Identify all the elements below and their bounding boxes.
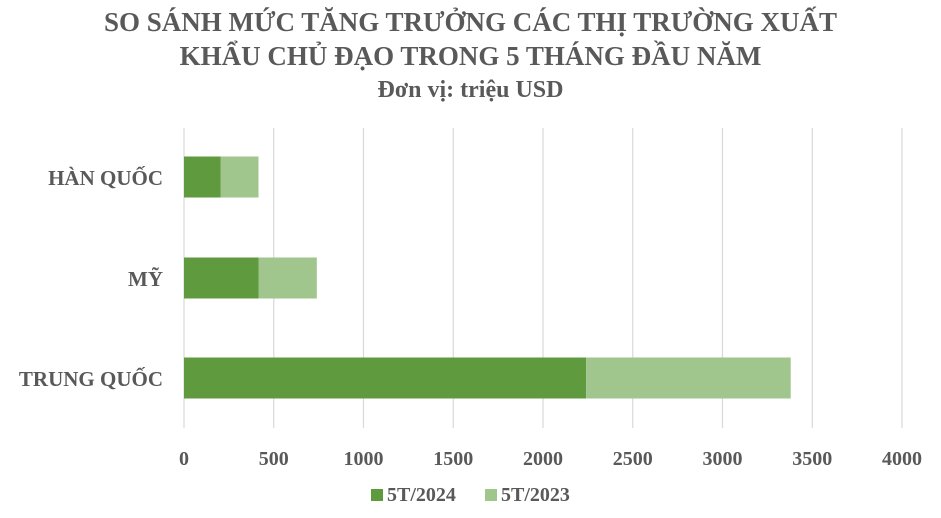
bars bbox=[184, 156, 791, 399]
x-tick-label-2000: 2000 bbox=[523, 448, 563, 470]
bar-hàn-quốc-series-0 bbox=[184, 156, 221, 198]
chart-title-line-2: KHẨU CHỦ ĐẠO TRONG 5 THÁNG ĐẦU NĂM bbox=[179, 41, 762, 71]
x-tick-label-1500: 1500 bbox=[433, 448, 473, 470]
bar-trung-quốc-series-1 bbox=[586, 357, 791, 399]
legend-label-0: 5T/2024 bbox=[387, 484, 456, 506]
category-labels: HÀN QUỐC MỸ TRUNG QUỐC bbox=[19, 166, 163, 391]
bar-hàn-quốc-series-1 bbox=[220, 156, 259, 198]
chart-subtitle: Đơn vị: triệu USD bbox=[377, 77, 564, 103]
x-tick-label-500: 500 bbox=[259, 448, 289, 470]
x-tick-label-0: 0 bbox=[179, 448, 189, 470]
x-tick-label-3000: 3000 bbox=[703, 448, 743, 470]
category-label: HÀN QUỐC bbox=[48, 166, 163, 190]
category-label: TRUNG QUỐC bbox=[19, 367, 163, 391]
x-tick-label-2500: 2500 bbox=[613, 448, 653, 470]
x-tick-label-1000: 1000 bbox=[344, 448, 384, 470]
chart-title-line-1: SO SÁNH MỨC TĂNG TRƯỞNG CÁC THỊ TRƯỜNG X… bbox=[103, 7, 838, 37]
x-tick-labels: 0 500 1000 1500 2000 2500 3000 3500 4000 bbox=[179, 448, 922, 470]
category-label: MỸ bbox=[128, 267, 163, 291]
legend-swatch-1 bbox=[485, 489, 497, 501]
legend-label-1: 5T/2023 bbox=[501, 484, 570, 506]
x-tick-label-4000: 4000 bbox=[882, 448, 922, 470]
x-tick-label-3500: 3500 bbox=[792, 448, 832, 470]
bar-mỹ-series-0 bbox=[184, 257, 259, 299]
bar-mỹ-series-1 bbox=[258, 257, 317, 299]
legend: 5T/2024 5T/2023 bbox=[371, 484, 570, 506]
bar-trung-quốc-series-0 bbox=[184, 357, 587, 399]
legend-swatch-0 bbox=[371, 489, 383, 501]
